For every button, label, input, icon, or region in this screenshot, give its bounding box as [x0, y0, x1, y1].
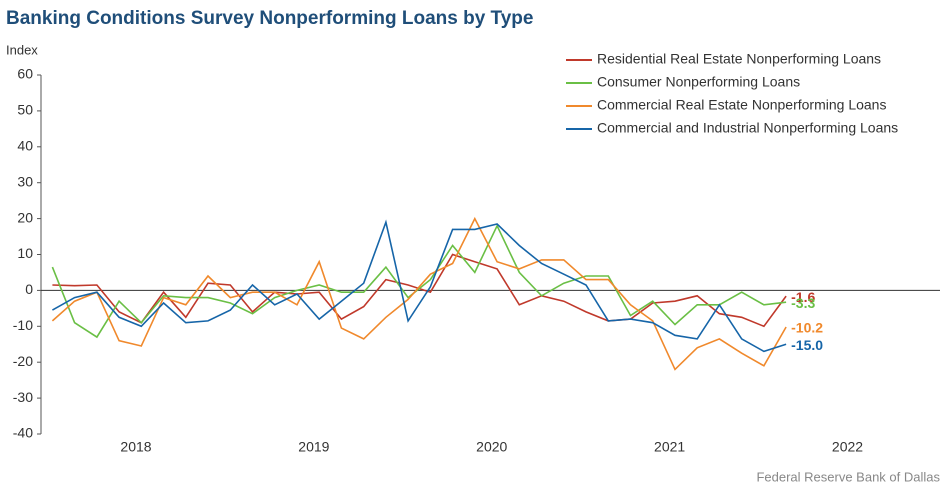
series-line [52, 219, 787, 353]
end-label: -15.0 [791, 337, 823, 353]
series-line [51, 223, 787, 339]
y-tick-label: 0 [25, 281, 33, 297]
end-label: -10.2 [791, 320, 823, 336]
series-line [51, 216, 787, 371]
y-tick-label: -40 [13, 425, 33, 441]
x-tick-label: 2022 [832, 439, 863, 455]
y-tick-label: 30 [17, 173, 33, 189]
y-tick-label: 20 [17, 209, 33, 225]
source: Federal Reserve Bank of Dallas [756, 469, 940, 484]
y-axis-label: Index [6, 42, 38, 57]
y-tick-label: -20 [13, 353, 33, 369]
y-tick-label: 10 [17, 245, 33, 261]
legend-label: Commercial Real Estate Nonperforming Loa… [597, 97, 886, 113]
end-label: -1.6 [791, 289, 815, 305]
chart-title: Banking Conditions Survey Nonperforming … [6, 8, 533, 29]
x-tick-label: 2018 [120, 439, 151, 455]
legend-label: Consumer Nonperforming Loans [597, 74, 800, 90]
legend-label: Commercial and Industrial Nonperforming … [597, 120, 898, 136]
x-tick-label: 2020 [476, 439, 507, 455]
x-tick-label: 2019 [298, 439, 329, 455]
y-tick-label: 50 [17, 102, 33, 118]
y-tick-label: -10 [13, 317, 33, 333]
y-tick-label: 60 [17, 66, 33, 82]
end-label: -3.3 [791, 295, 815, 311]
y-tick-label: -30 [13, 389, 33, 405]
legend-label: Residential Real Estate Nonperforming Lo… [597, 51, 881, 67]
y-tick-label: 40 [17, 138, 33, 154]
x-tick-label: 2021 [654, 439, 685, 455]
